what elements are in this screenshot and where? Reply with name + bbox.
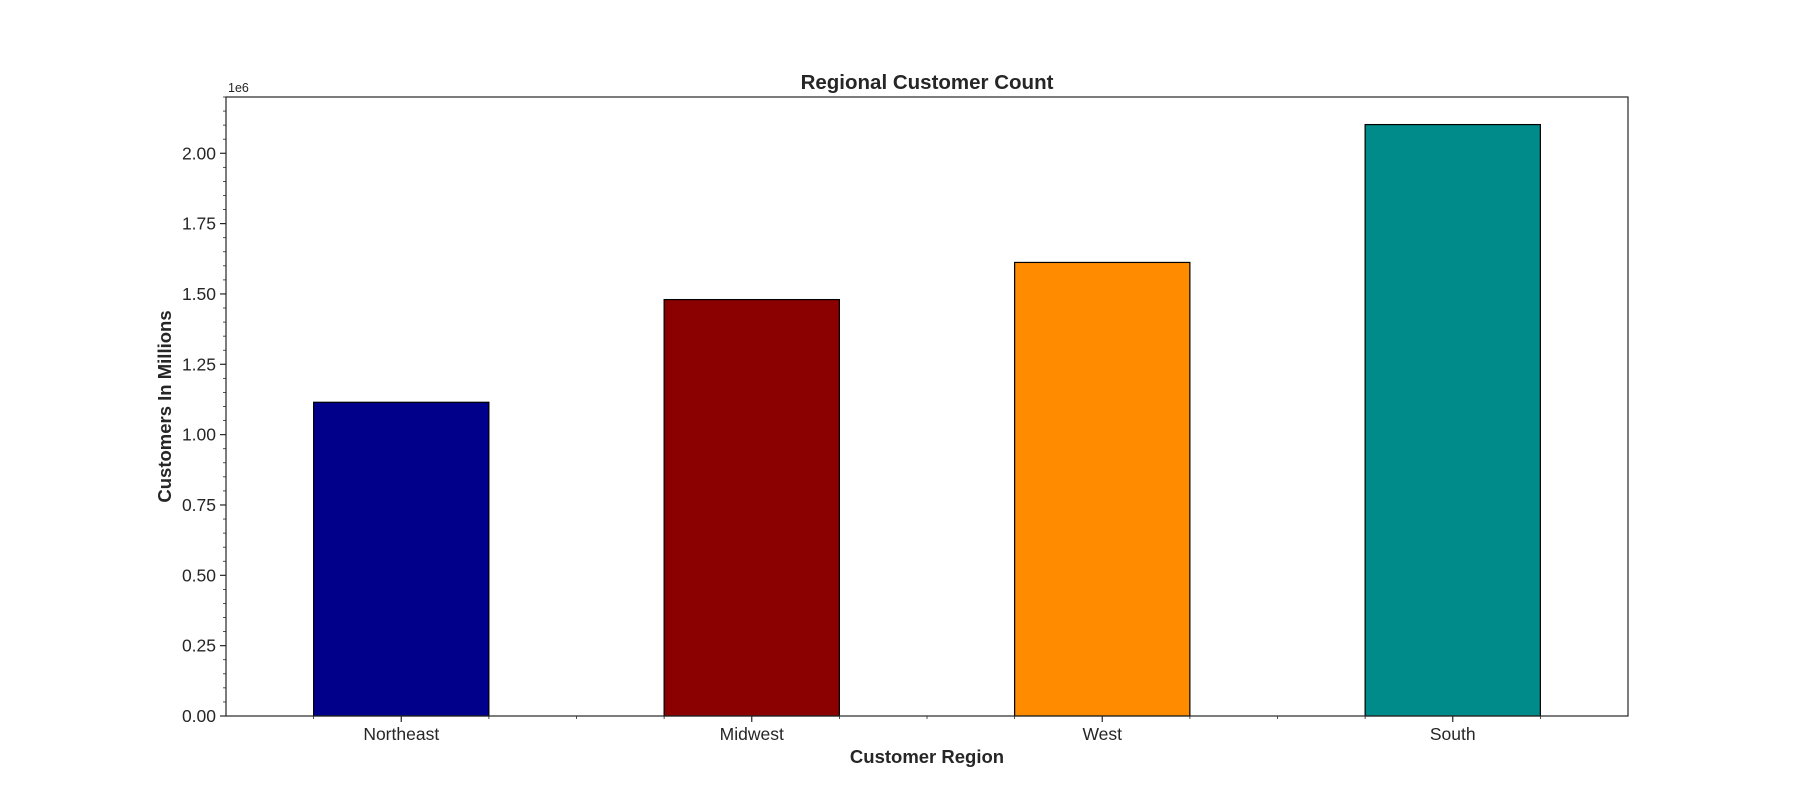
x-tick-label: South — [1430, 724, 1476, 744]
x-tick-label: West — [1082, 724, 1122, 744]
bars-group — [313, 123, 1541, 717]
y-tick-label: 0.50 — [182, 565, 216, 585]
y-tick-label: 1.50 — [182, 284, 216, 304]
bar-northeast — [313, 401, 490, 717]
x-tick-label: Midwest — [720, 724, 784, 744]
y-tick-label: 0.75 — [182, 495, 216, 515]
chart-title: Regional Customer Count — [801, 71, 1054, 94]
y-axis-title: Customers In Millions — [154, 310, 175, 502]
x-axis: Northeast Midwest West South — [313, 716, 1541, 744]
y-tick-label: 0.25 — [182, 636, 216, 656]
bar-south — [1364, 123, 1541, 717]
x-axis-title: Customer Region — [850, 746, 1004, 767]
y-axis-offset-label: 1e6 — [228, 81, 249, 95]
bar-midwest — [663, 298, 840, 717]
y-tick-label: 0.00 — [182, 706, 216, 726]
y-tick-label: 1.75 — [182, 214, 216, 234]
y-tick-label: 2.00 — [182, 143, 216, 163]
y-axis: 0.00 0.25 0.50 0.75 1.00 1.25 1.50 1.75 2.00 — [182, 96, 226, 726]
y-tick-label: 1.00 — [182, 425, 216, 445]
y-tick-label: 1.25 — [182, 354, 216, 374]
bar-west — [1014, 261, 1191, 717]
x-tick-label: Northeast — [363, 724, 439, 744]
